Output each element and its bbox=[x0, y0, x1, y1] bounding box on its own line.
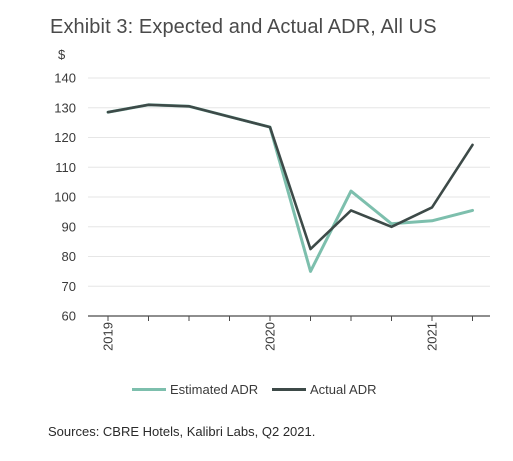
y-tick-label: 80 bbox=[62, 249, 76, 264]
gridlines bbox=[88, 77, 490, 317]
source-note: Sources: CBRE Hotels, Kalibri Labs, Q2 2… bbox=[48, 424, 316, 439]
x-tick-label: 2020 bbox=[263, 322, 278, 351]
y-tick-label: 110 bbox=[55, 160, 76, 175]
y-tick-label: 120 bbox=[54, 130, 76, 145]
y-tick-label: 140 bbox=[54, 71, 76, 86]
chart-title: Exhibit 3: Expected and Actual ADR, All … bbox=[50, 16, 437, 38]
y-tick-label: 60 bbox=[62, 309, 76, 324]
legend-label-estimated-adr: Estimated ADR bbox=[170, 382, 259, 397]
legend-label-actual-adr: Actual ADR bbox=[310, 382, 377, 397]
legend-item-actual-adr: Actual ADR bbox=[272, 382, 376, 397]
y-tick-label: 100 bbox=[54, 190, 76, 205]
x-tick-label: 2021 bbox=[425, 322, 440, 351]
x-tick-label: 2019 bbox=[101, 322, 116, 351]
y-tick-label: 70 bbox=[62, 279, 76, 294]
series-lines bbox=[106, 103, 474, 273]
y-tick-label: 90 bbox=[62, 219, 76, 234]
legend-item-estimated-adr: Estimated ADR bbox=[132, 382, 258, 397]
y-axis-ticks: 140 130 120 110 100 90 80 70 60 bbox=[54, 71, 76, 324]
legend-swatch-estimated-adr bbox=[132, 388, 166, 391]
legend: Estimated ADR Actual ADR bbox=[0, 382, 513, 402]
series-line-actual-adr bbox=[106, 103, 474, 251]
x-axis-ticks: 2019 2020 2021 bbox=[101, 316, 473, 351]
y-axis-unit-label: $ bbox=[58, 47, 66, 62]
legend-swatch-actual-adr bbox=[272, 388, 306, 391]
y-tick-label: 130 bbox=[54, 100, 76, 115]
